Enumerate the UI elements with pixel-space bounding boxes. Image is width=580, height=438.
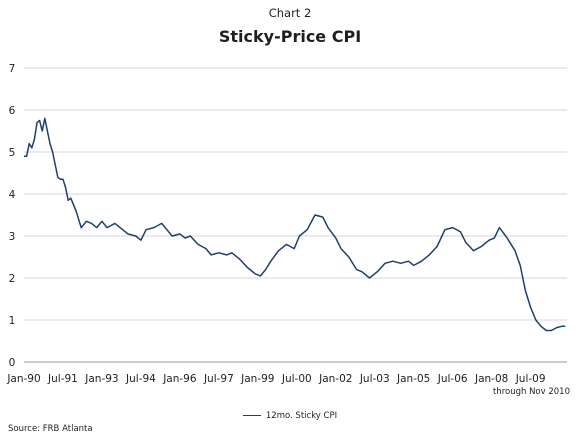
x-tick-label: Jul-06 <box>437 373 468 385</box>
legend: 12mo. Sticky CPI <box>0 411 580 421</box>
y-tick-label: 6 <box>9 105 16 117</box>
x-tick-label: Jul-91 <box>47 373 78 385</box>
date-note: through Nov 2010 <box>492 387 570 397</box>
y-tick-label: 2 <box>9 273 16 285</box>
y-axis: 0 1 2 3 4 5 6 7 <box>9 63 16 369</box>
x-tick-label: Jan-90 <box>6 373 40 385</box>
x-axis: Jan-90 Jul-91 Jan-93 Jul-94 Jan-96 Jul-97 Jan-… <box>6 373 545 385</box>
x-tick-label: Jan-93 <box>84 373 118 385</box>
x-tick-label: Jul-03 <box>359 373 390 385</box>
x-tick-label: Jul-94 <box>125 373 156 385</box>
x-tick-label: Jul-09 <box>515 373 546 385</box>
x-tick-label: Jul-97 <box>203 373 234 385</box>
y-tick-label: 4 <box>9 189 16 201</box>
source-note: Source: FRB Atlanta <box>8 424 93 434</box>
y-tick-label: 5 <box>9 147 16 159</box>
gridlines <box>24 67 567 363</box>
x-tick-label: Jul-00 <box>281 373 312 385</box>
legend-label: 12mo. Sticky CPI <box>265 411 338 421</box>
x-tick-label: Jan-99 <box>240 373 274 385</box>
chart-label: Chart 2 <box>268 6 312 20</box>
x-tick-label: Jan-96 <box>162 373 197 385</box>
x-tick-label: Jan-05 <box>396 373 430 385</box>
series-line <box>24 117 566 332</box>
x-tick-label: Jan-08 <box>474 373 508 385</box>
y-tick-label: 3 <box>9 231 16 243</box>
x-tick-label: Jan-02 <box>318 373 352 385</box>
y-tick-label: 0 <box>9 357 16 369</box>
y-tick-label: 7 <box>9 63 16 75</box>
chart-title: Sticky-Price CPI <box>218 27 362 46</box>
y-tick-label: 1 <box>9 315 16 327</box>
legend-swatch <box>242 415 261 416</box>
